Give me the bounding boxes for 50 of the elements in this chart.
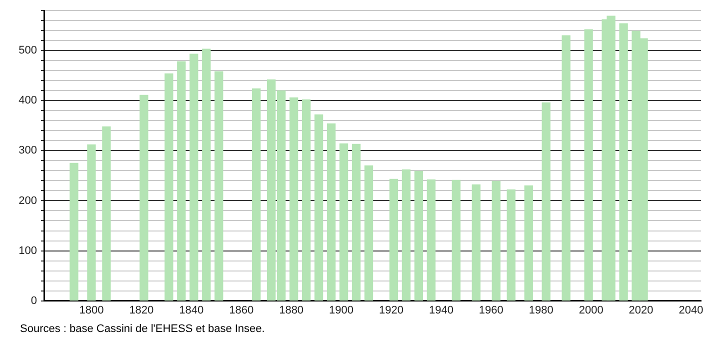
x-tick-label: 1940 [428,304,454,316]
bar [364,165,374,301]
bar [524,185,533,301]
bar [190,54,198,301]
x-tick-label: 2040 [678,304,704,316]
bar [472,184,480,301]
bar [352,144,361,301]
bar [492,180,500,301]
bar [426,179,436,301]
bar [414,170,424,301]
bar [70,162,78,301]
bar [102,126,111,301]
bar [202,48,211,301]
bar [402,169,411,301]
bar [302,99,311,301]
bar [214,71,224,301]
x-tick-label: 1920 [378,304,404,316]
bar [389,178,398,301]
source-note: Sources : base Cassini de l'EHESS et base Insee. [20,323,265,336]
y-tick-label: 300 [18,144,37,157]
x-tick-label: 1900 [329,304,354,316]
y-tick-label: 0 [30,294,37,307]
x-tick-label: 1980 [528,304,554,316]
bar [164,73,174,301]
x-tick-label: 1800 [79,304,104,316]
bar [542,102,550,301]
x-tick-label: 1860 [229,304,254,316]
bar [584,29,593,301]
bar [140,94,148,301]
bar [562,35,570,301]
bar [339,143,348,301]
bar [326,123,336,301]
x-tick-label: 1820 [129,304,154,316]
y-tick-label: 200 [18,194,37,207]
y-tick-label: 100 [18,244,37,257]
x-tick-label: 2020 [628,304,654,316]
y-tick-label: 500 [18,44,37,57]
bar [289,97,298,301]
x-tick-label: 1840 [179,304,204,316]
bar [314,114,324,301]
bar [452,180,461,301]
x-tick-label: 2000 [578,304,604,316]
bar [506,189,516,301]
bar [619,23,628,301]
x-tick-label: 1960 [478,304,504,316]
bar [252,88,261,301]
x-tick-label: 1880 [279,304,304,316]
bar [87,144,96,301]
bar [177,61,186,301]
y-tick-label: 400 [18,94,37,107]
